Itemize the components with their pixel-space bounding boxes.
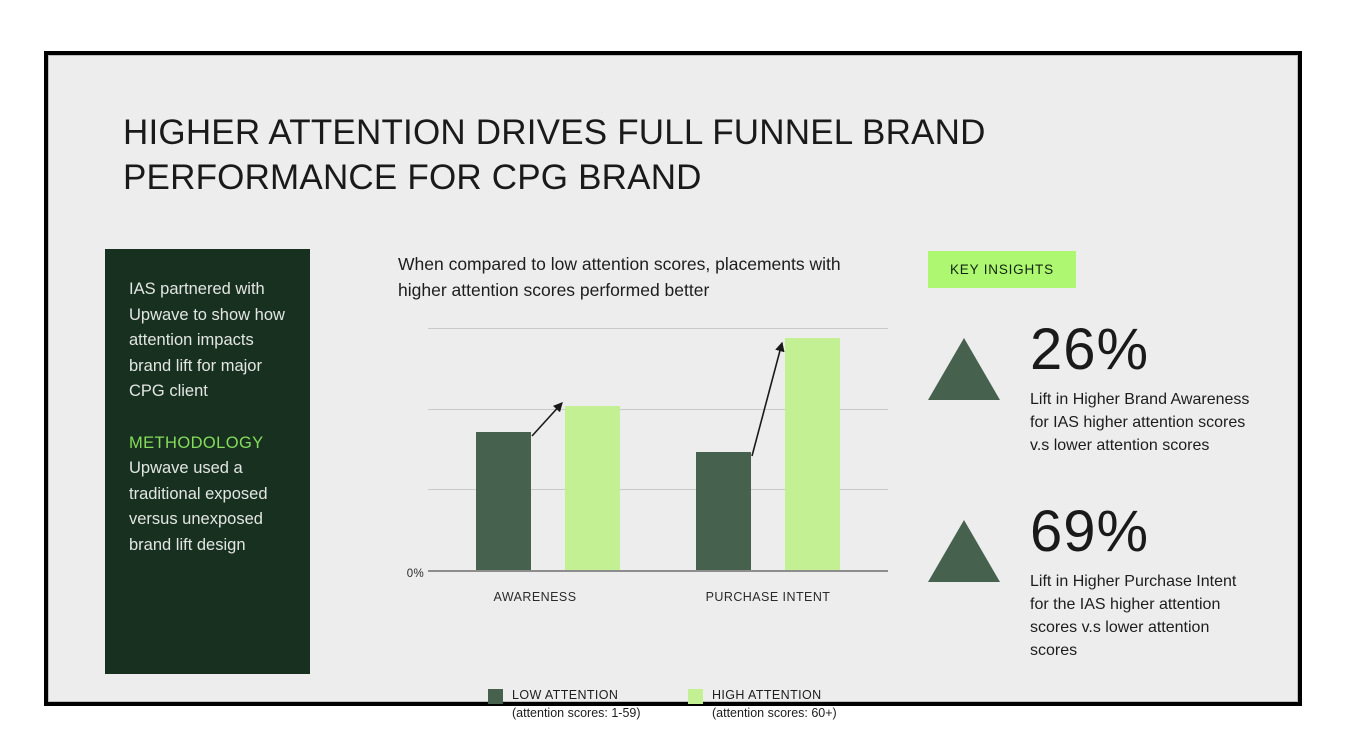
legend-label-low: LOW ATTENTION	[512, 688, 619, 702]
gridline-66	[428, 409, 888, 410]
axis-baseline	[428, 570, 888, 572]
insight-description-awareness: Lift in Higher Brand Awareness for IAS h…	[1030, 391, 1250, 454]
gridline-100	[428, 328, 888, 329]
growth-arrow-awareness	[531, 341, 785, 457]
legend-swatch-high-icon	[688, 689, 703, 704]
page-title: HIGHER ATTENTION DRIVES FULL FUNNEL BRAN…	[123, 113, 986, 197]
insight-value-awareness: 26%	[1030, 317, 1150, 382]
x-axis-label-purchase-intent: PURCHASE INTENT	[705, 590, 831, 604]
bar-purchase-intent-high	[785, 338, 840, 570]
chart-plot-area: 0%	[398, 317, 888, 580]
bar-awareness-high	[565, 406, 620, 570]
bar-purchase-intent-low	[696, 452, 751, 570]
legend-sublabel-high: (attention scores: 60+)	[712, 706, 837, 720]
key-insights-panel: KEY INSIGHTS 26% Lift in Higher Brand Aw…	[928, 251, 1258, 662]
gridline-33	[428, 489, 888, 490]
methodology-panel: IAS partnered with Upwave to show how at…	[105, 249, 310, 674]
insight-item-purchase-intent: 69% Lift in Higher Purchase Intent for t…	[928, 502, 1258, 662]
slide-frame: HIGHER ATTENTION DRIVES FULL FUNNEL BRAN…	[44, 51, 1302, 720]
insight-item-awareness: 26% Lift in Higher Brand Awareness for I…	[928, 320, 1258, 470]
legend-item-high-attention: HIGH ATTENTION (attention scores: 60+)	[688, 687, 888, 722]
legend-item-low-attention: LOW ATTENTION (attention scores: 1-59)	[488, 687, 688, 722]
chart-title: When compared to low attention scores, p…	[398, 254, 841, 300]
key-insights-badge: KEY INSIGHTS	[928, 251, 1076, 288]
legend-swatch-low-icon	[488, 689, 503, 704]
insight-description-purchase-intent: Lift in Higher Purchase Intent for the I…	[1030, 573, 1237, 659]
legend-sublabel-low: (attention scores: 1-59)	[512, 706, 641, 720]
bar-awareness-low	[476, 432, 531, 570]
legend-label-high: HIGH ATTENTION	[712, 688, 822, 702]
up-triangle-icon	[928, 520, 1000, 582]
axis-tick-0: 0%	[406, 568, 424, 580]
chart-block: When compared to low attention scores, p…	[398, 251, 898, 720]
methodology-body-text: Upwave used a traditional exposed versus…	[129, 459, 268, 554]
methodology-heading: METHODOLOGY	[129, 433, 264, 452]
insight-value-purchase-intent: 69%	[1030, 499, 1150, 564]
up-triangle-icon	[928, 338, 1000, 400]
x-axis-label-awareness: AWARENESS	[493, 590, 577, 604]
methodology-intro-text: IAS partnered with Upwave to show how at…	[129, 280, 285, 400]
chart-legend: LOW ATTENTION (attention scores: 1-59) H…	[488, 687, 908, 722]
